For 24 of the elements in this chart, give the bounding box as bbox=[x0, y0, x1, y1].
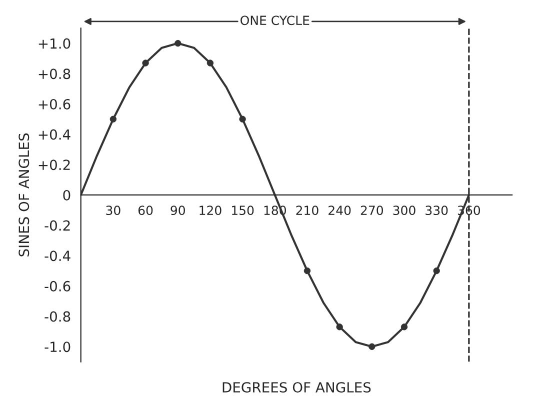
y-tick-label: -0.2 bbox=[44, 220, 70, 231]
y-tick-label: -0.6 bbox=[44, 280, 70, 292]
y-tick-label: +0.4 bbox=[38, 129, 70, 140]
x-tick-label: 270 bbox=[360, 206, 384, 216]
x-axis-title: DEGREES OF ANGLES bbox=[222, 382, 371, 393]
y-axis-title: SINES OF ANGLES bbox=[18, 133, 30, 256]
y-tick-label: 0 bbox=[63, 190, 70, 200]
x-tick-label: 60 bbox=[138, 206, 153, 216]
x-tick-label: 330 bbox=[426, 206, 448, 216]
y-tick-label: +0.2 bbox=[38, 160, 70, 170]
x-tick-label: 90 bbox=[170, 206, 185, 216]
x-tick-label: 300 bbox=[393, 206, 416, 216]
x-tick-label: 240 bbox=[328, 206, 351, 216]
y-tick-label: -0.8 bbox=[44, 311, 70, 322]
y-tick-label: +0.6 bbox=[38, 98, 70, 110]
x-tick-label: 210 bbox=[296, 206, 318, 216]
x-tick-label: 120 bbox=[200, 206, 222, 216]
y-tick-label: +1.0 bbox=[38, 38, 70, 49]
y-tick-label: -0.4 bbox=[44, 250, 70, 262]
x-tick-label: 30 bbox=[106, 206, 120, 216]
y-tick-label: +0.8 bbox=[38, 68, 70, 80]
text: ONE CYCLE bbox=[240, 16, 310, 26]
y-tick-label: -1.0 bbox=[44, 342, 70, 352]
x-tick-label: 150 bbox=[232, 206, 254, 216]
